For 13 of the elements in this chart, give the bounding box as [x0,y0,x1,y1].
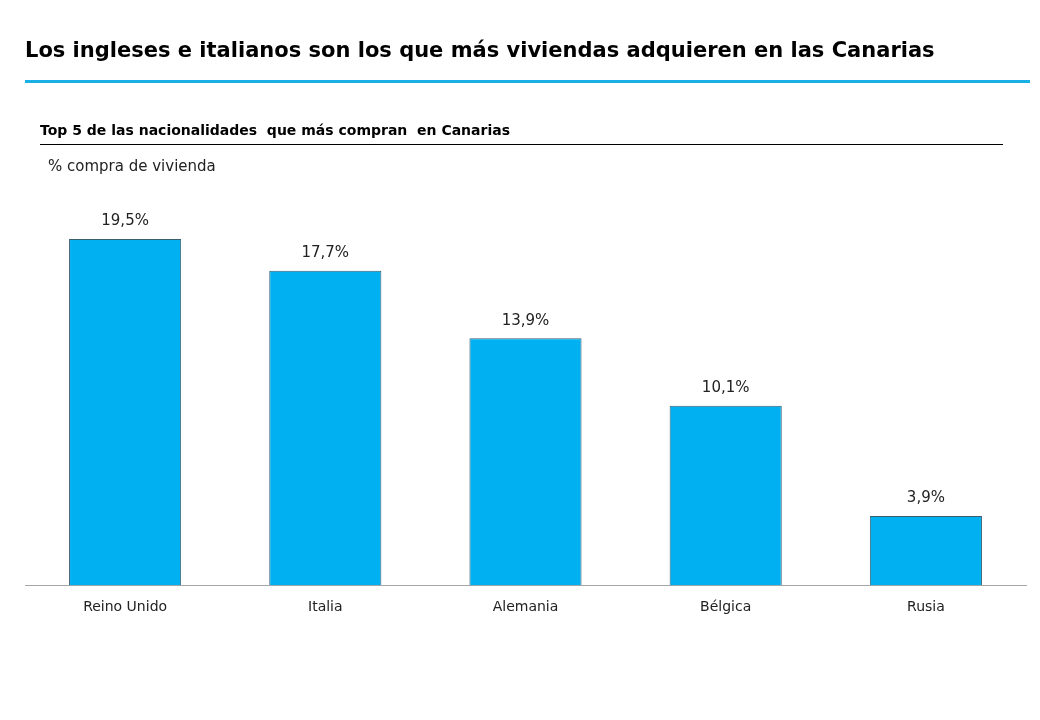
x-tick-label: Bélgica [700,598,752,615]
x-tick-label: Alemania [492,598,559,615]
data-label: 10,1% [701,378,750,397]
x-tick-label: Reino Unido [83,598,168,615]
data-label: 3,9% [906,488,945,507]
data-label: 17,7% [301,243,350,262]
x-tick-label: Italia [308,598,343,615]
y-axis-title: % compra de vivienda [48,157,216,175]
chart-subtitle: Top 5 de las nacionalidades que más compran en Canarias [40,122,1003,145]
chart-title: Los ingleses e italianos son los que más viviendas adquieren en las Canarias [25,38,1030,83]
data-label: 13,9% [501,310,550,329]
x-tick-label: Rusia [907,598,945,615]
data-label: 19,5% [101,211,149,230]
